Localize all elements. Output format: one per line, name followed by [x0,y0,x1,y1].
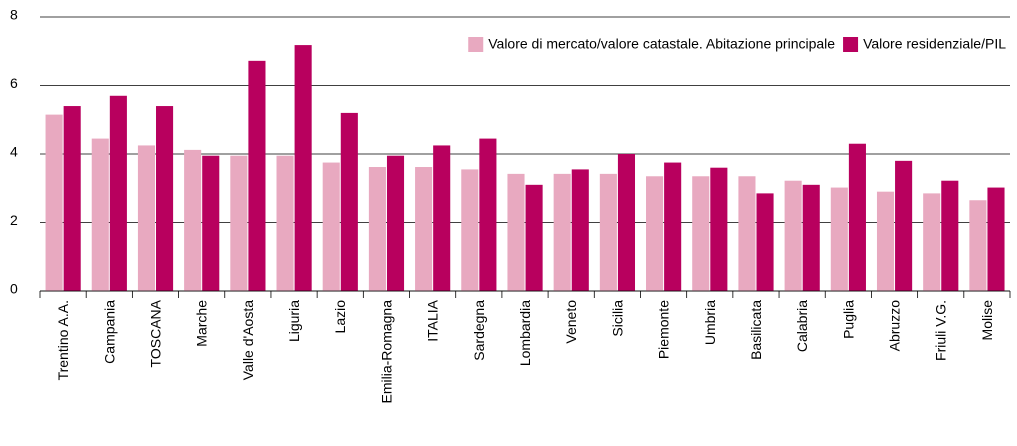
x-tick-label: Sicilia [609,300,625,337]
bar [664,162,682,291]
bar [987,187,1005,291]
bar [184,149,202,291]
bar [276,155,294,291]
bar [895,160,913,291]
x-tick-label: Piemonte [656,300,672,359]
bar [876,191,895,291]
bar [710,167,728,291]
x-tick-label: Valle d'Aosta [240,300,256,380]
x-tick-label: Umbria [702,300,718,345]
bar [646,176,664,291]
bar [137,145,156,291]
x-tick-label: Sardegna [471,300,487,361]
bar [109,95,127,292]
bar [415,167,433,291]
bar [461,169,479,291]
x-tick-label: ITALIA [425,299,441,341]
bar [479,138,497,291]
bar [202,155,220,291]
x-tick-label: Veneto [563,300,579,344]
bar [340,112,358,292]
bar [248,60,266,292]
bar [433,145,451,291]
bar [156,106,174,291]
bar [525,184,543,291]
bar [848,143,866,291]
x-tick-label: Molise [979,300,995,341]
x-tick-label: Campania [101,300,117,364]
legend-label: Valore di mercato/valore catastale. Abit… [488,36,835,52]
x-tick-label: Friuli V.G. [933,300,949,361]
x-tick-label: Lombardia [517,300,533,366]
x-tick-label: Basilicata [748,300,764,360]
bar [941,180,959,291]
bar [571,169,589,291]
bar [802,184,820,291]
x-tick-label: Puglia [840,300,856,339]
bar [599,173,617,291]
bar [969,200,987,291]
x-tick-label: Emilia-Romagna [378,300,394,404]
x-tick-label: Trentino A.A. [55,300,71,380]
y-tick-label: 6 [10,75,18,91]
bar [756,193,774,291]
y-tick-label: 0 [10,281,18,297]
legend-swatch [468,37,484,52]
bar [63,106,81,291]
x-tick-label: Marche [194,300,210,347]
bar [784,180,802,291]
bar [830,187,848,291]
bar [368,167,386,291]
bar [553,173,571,291]
bar [507,173,525,291]
bar [294,45,312,292]
bar [322,162,340,291]
x-tick-label: Abruzzo [887,300,903,352]
x-tick-label: TOSCANA [147,299,163,367]
bar [386,155,405,291]
y-tick-label: 8 [10,7,18,23]
bar [617,154,636,291]
x-tick-label: Lazio [332,300,348,334]
bar [923,193,941,291]
y-tick-label: 4 [10,144,18,160]
legend-swatch [843,37,859,52]
x-tick-label: Calabria [794,300,810,352]
y-tick-label: 2 [10,212,18,228]
bar [738,176,756,291]
bar [91,138,109,291]
bar [45,114,63,291]
bar [230,155,248,291]
legend-label: Valore residenziale/PIL [863,36,1006,52]
x-tick-label: Liguria [286,300,302,342]
bar [692,176,710,291]
